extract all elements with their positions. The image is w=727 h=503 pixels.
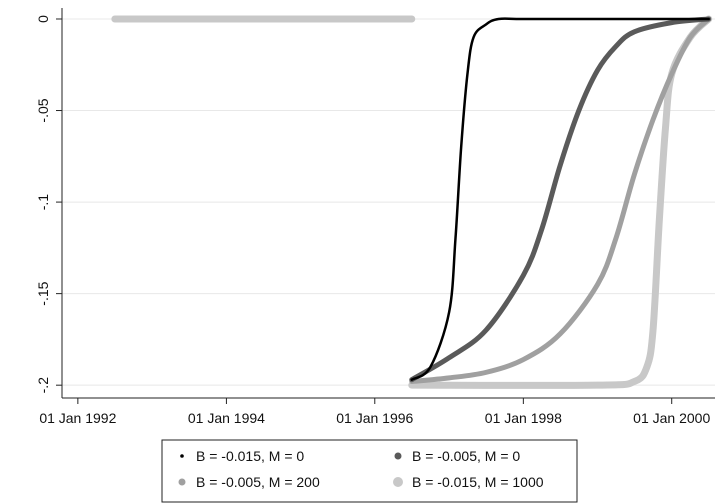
axes: 0 -.05 -.1 -.15 -.2 01 Jan 1992 01 Jan 1994 01 … [35,8,715,426]
x-tick-label: 01 Jan 1992 [39,410,116,426]
x-tick-label: 01 Jan 2000 [633,410,710,426]
legend-marker-3 [178,478,186,486]
x-tick-label: 01 Jan 1994 [188,410,265,426]
legend: B = -0.015, M = 0 B = -0.005, M = 0 B = -0… [161,439,578,503]
legend-marker-1 [180,454,184,458]
legend-label-3: B = -0.005, M = 200 [196,474,320,490]
series-lines [111,15,713,389]
grid-lines [62,18,715,386]
y-tick-label: -.15 [35,281,51,305]
legend-label-4: B = -0.015, M = 1000 [412,474,544,490]
x-tick-label: 01 Jan 1998 [485,410,562,426]
x-tick-label: 01 Jan 1996 [336,410,413,426]
series-line-1 [410,17,710,381]
y-tick-label: -.05 [35,98,51,122]
legend-marker-4 [393,477,403,487]
series-line-3 [409,16,712,385]
y-tick-label: -.1 [35,194,51,211]
legend-box [161,439,578,503]
series-line-2 [409,16,712,383]
legend-label-2: B = -0.005, M = 0 [412,448,520,464]
y-tick-label: 0 [35,15,51,23]
legend-marker-2 [394,452,402,460]
y-tick-label: -.2 [35,377,51,394]
legend-label-1: B = -0.015, M = 0 [196,448,304,464]
